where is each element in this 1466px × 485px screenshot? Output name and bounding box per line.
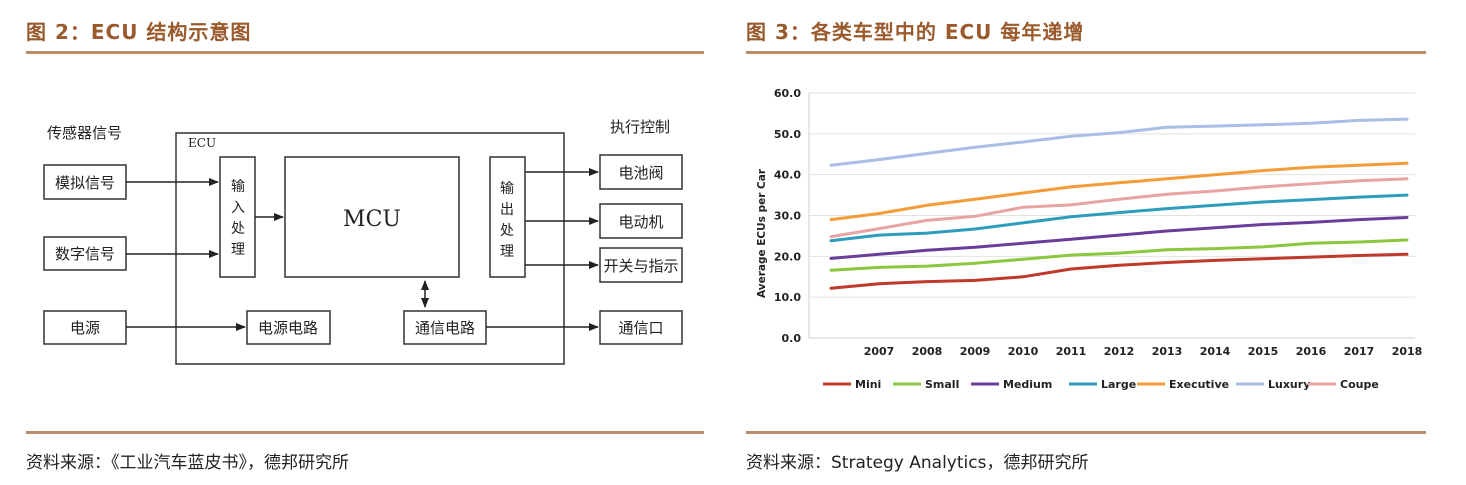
x-tick-label: 2008 <box>912 345 943 358</box>
figure-3-source: 资料来源：Strategy Analytics，德邦研究所 <box>746 453 1089 473</box>
y-tick-label: 10.0 <box>774 291 801 304</box>
x-tick-label: 2018 <box>1392 345 1423 358</box>
switch-indicator-box <box>599 247 683 283</box>
comm-port-label: 通信口 <box>618 319 663 337</box>
diagram-arrows <box>126 168 599 331</box>
output-processing-char: 处 <box>500 223 514 239</box>
y-tick-label: 40.0 <box>774 169 801 182</box>
x-tick-label: 2009 <box>960 345 991 358</box>
output-processing-char: 理 <box>500 244 514 260</box>
title-rule <box>26 51 704 54</box>
x-tick-label: 2007 <box>864 345 895 358</box>
source-rule <box>746 431 1426 434</box>
ecu-label: ECU <box>188 136 216 150</box>
solenoid-valve-box <box>599 154 683 190</box>
comm-circuit-label: 通信电路 <box>415 319 475 337</box>
output-processing-char: 输 <box>500 181 514 197</box>
legend-label-luxury: Luxury <box>1268 378 1310 391</box>
series-line-coupe <box>829 177 1409 239</box>
y-tick-label: 50.0 <box>774 128 801 141</box>
legend-label-medium: Medium <box>1003 378 1052 391</box>
mcu-box <box>284 156 460 278</box>
input-processing-char: 输 <box>231 179 245 195</box>
legend-label-coupe: Coupe <box>1340 378 1379 391</box>
motor-label: 电动机 <box>618 213 663 231</box>
ecu-box <box>175 132 565 365</box>
x-tick-label: 2016 <box>1296 345 1327 358</box>
series-line-luxury <box>829 117 1409 167</box>
x-tick-label: 2010 <box>1008 345 1039 358</box>
legend-label-executive: Executive <box>1169 378 1229 391</box>
x-tick-label: 2011 <box>1056 345 1087 358</box>
figure-2-title: 图 2：ECU 结构示意图 <box>26 20 252 44</box>
switch-indicator-label: 开关与指示 <box>603 257 678 275</box>
power-circuit-box <box>246 310 331 345</box>
output-processing-char: 出 <box>500 202 514 218</box>
sensor-header: 传感器信号 <box>47 124 122 142</box>
mcu-label: MCU <box>343 207 401 232</box>
input-processing-char: 理 <box>231 242 245 258</box>
source-rule <box>26 431 704 434</box>
series-line-large <box>829 193 1409 243</box>
analog-signal-label: 模拟信号 <box>55 174 115 192</box>
legend-label-mini: Mini <box>855 378 881 391</box>
figure-3-title: 图 3：各类车型中的 ECU 每年递增 <box>746 20 1085 44</box>
y-tick-label: 30.0 <box>774 210 801 223</box>
x-tick-label: 2014 <box>1200 345 1231 358</box>
title-rule <box>746 51 1426 54</box>
y-tick-label: 60.0 <box>774 87 801 100</box>
y-axis-label: Average ECUs per Car <box>756 168 768 298</box>
input-processing-box <box>219 156 256 278</box>
legend-label-large: Large <box>1101 378 1136 391</box>
series-line-small <box>829 238 1409 272</box>
legend-label-small: Small <box>925 378 959 391</box>
motor-box <box>599 203 683 239</box>
actuator-header: 执行控制 <box>610 118 670 136</box>
series-line-medium <box>829 216 1409 260</box>
input-processing-char: 入 <box>231 200 245 216</box>
series-line-mini <box>829 252 1409 290</box>
ecu-line-chart: 0.0 10.0 20.0 30.0 40.0 50.0 60.0 Average ECUs … <box>756 87 1423 391</box>
power-circuit-label: 电源电路 <box>258 319 318 337</box>
x-tick-label: 2012 <box>1104 345 1135 358</box>
power-source-label: 电源 <box>70 319 100 337</box>
input-processing-char: 处 <box>231 221 245 237</box>
x-tick-label: 2017 <box>1344 345 1375 358</box>
comm-port-box <box>599 310 683 345</box>
y-tick-label: 20.0 <box>774 250 801 263</box>
x-tick-label: 2015 <box>1248 345 1279 358</box>
ecu-structure-diagram: 传感器信号 执行控制 ECU 模拟信号 数字信号 电源 输 入 处 理 MCU … <box>43 118 683 365</box>
solenoid-valve-label: 电池阀 <box>618 164 663 182</box>
output-processing-box <box>489 156 526 278</box>
series-line-executive <box>829 161 1409 222</box>
digital-signal-label: 数字信号 <box>55 245 115 263</box>
x-tick-label: 2013 <box>1152 345 1183 358</box>
y-tick-label: 0.0 <box>782 332 802 345</box>
figure-2-source: 资料来源：《工业汽车蓝皮书》，德邦研究所 <box>26 453 349 473</box>
